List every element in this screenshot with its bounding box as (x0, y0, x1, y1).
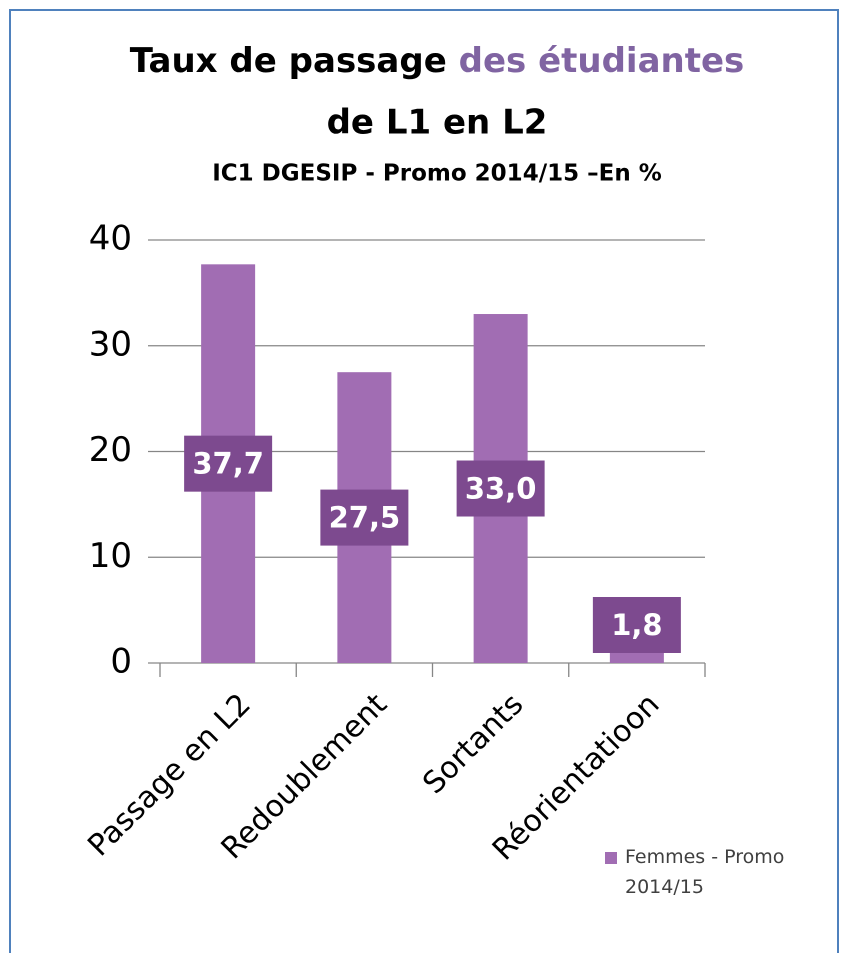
data-label-box (184, 435, 273, 492)
data-label: 1,8 (611, 608, 662, 642)
legend: Femmes - Promo 2014/15 (605, 842, 820, 902)
x-tick-label: Sortants (416, 687, 530, 801)
data-label-box (592, 597, 681, 653)
chart-title: de L1 en L2 (327, 103, 548, 143)
chart-subtitle: IC1 DGESIP - Promo 2014/15 –En % (212, 161, 662, 187)
chart-title: Taux de passage des étudiantes (130, 41, 745, 81)
data-label-box (320, 489, 409, 546)
y-tick-label: 0 (110, 642, 132, 682)
y-tick-label: 40 (89, 219, 132, 259)
frame (9, 9, 839, 953)
data-label-box (456, 460, 545, 517)
title-part: des étudiantes (459, 41, 745, 81)
title-part: Taux de passage (130, 41, 447, 81)
y-tick-label: 20 (89, 430, 132, 470)
legend-label: Femmes - Promo 2014/15 (625, 846, 785, 898)
data-label: 37,7 (192, 447, 264, 481)
data-label: 33,0 (465, 472, 537, 506)
data-label: 27,5 (329, 501, 401, 535)
y-tick-label: 30 (89, 324, 132, 364)
y-tick-label: 10 (89, 536, 132, 576)
legend-swatch (605, 852, 617, 864)
